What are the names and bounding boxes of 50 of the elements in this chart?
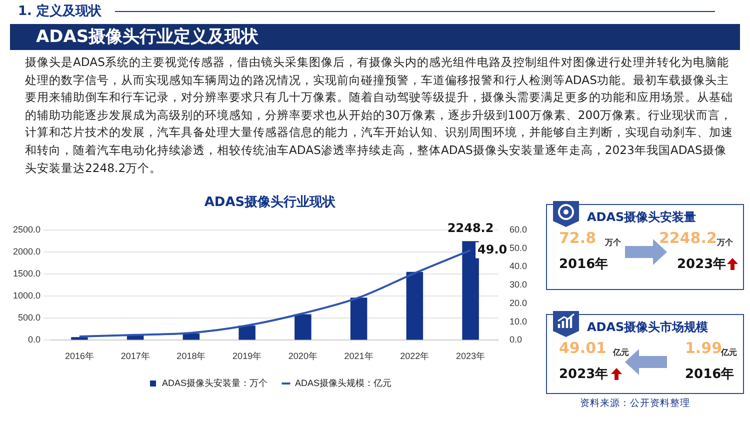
text: 万个 — [605, 237, 621, 248]
bar — [238, 326, 256, 340]
y2-tick-label: 0.0 — [509, 334, 522, 345]
y-tick-label: 2500.0 — [12, 224, 41, 234]
y2-tick-label: 20.0 — [509, 298, 528, 308]
text: ADAS摄像头安装量 — [586, 209, 698, 226]
x-tick-label: 2017年 — [120, 351, 150, 362]
bar — [406, 272, 424, 340]
data-label: 49.0 — [478, 242, 508, 256]
text: 摄像头是ADAS系统的主要视觉传感器，借由镜头采集图像后，有摄像头内的感光组件电路及控制组件对图像进行处理并转化为电脑能处理的数字信号，从而实现感知车辆周边的路况情况，实现前向碰撞预警，车道偏移报警和行人检测等ADAS功能。最初车载摄像头主要用来辅助倒车和行车记录，对分辨率要求只有几十万像素。随着自动驾驶等级提升，摄像头需要满足更多的功能和应用场景。从基础的辅助功能逐步发展成为高级别的环境感知，分辨率要求也从开始的30万像素，逐步升级到100万像素、200万像素。行业现状而言，计算和芯片技术的发展，汽车具备处理大量传感器信息的能力，汽车开始认知、识别周围环境，并能够自主判断，实现自动刹车、加速和转向，随着汽车电动化持续渗透，相较传统油车ADAS渗透率持续走高，整体ADAS摄像头安装量逐年走高，2023年我国ADAS摄像头安装量达2248.2万个。 — [25, 54, 734, 177]
text: 亿元 — [721, 348, 737, 358]
bar — [462, 241, 479, 340]
text: 49.01 — [559, 339, 606, 357]
x-tick-label: 2018年 — [176, 351, 206, 362]
text: 亿元 — [613, 347, 629, 358]
text: 资料来源：公开资料整理 — [580, 397, 690, 410]
text: 1. 定义及现状 — [18, 2, 102, 20]
data-label: 2248.2 — [447, 221, 494, 236]
x-tick-label: 2019年 — [232, 351, 262, 362]
x-tick-label: 2023年 — [456, 351, 486, 362]
text: 1.99 — [685, 339, 722, 357]
legend-label: ADAS摄像头规模：亿元 — [295, 378, 392, 388]
text: 2023年 — [559, 366, 608, 383]
y-tick-label: 1000.0 — [12, 290, 41, 301]
line-series — [78, 249, 472, 338]
chart-title: ADAS摄像头行业现状 — [203, 194, 337, 211]
text: 2248.2 — [659, 229, 717, 247]
text: ADAS摄像头行业定义及现状 — [10, 24, 740, 50]
text: ADAS摄像头市场规模 — [586, 319, 710, 336]
x-tick-label: 2020年 — [288, 351, 318, 362]
x-tick-label: 2022年 — [400, 351, 430, 362]
y2-tick-label: 30.0 — [509, 280, 528, 290]
y2-tick-label: 60.0 — [509, 224, 528, 234]
text: 2016年 — [685, 366, 734, 383]
x-tick-label: 2016年 — [64, 351, 94, 362]
y2-tick-label: 40.0 — [509, 261, 528, 272]
legend-label: ADAS摄像头安装量：万个 — [162, 378, 268, 388]
y-tick-label: 2000.0 — [12, 246, 41, 257]
y2-tick-label: 10.0 — [509, 316, 528, 326]
text: 万个 — [717, 237, 733, 248]
text: 2023年 — [677, 256, 726, 273]
x-tick-label: 2021年 — [344, 351, 374, 362]
y-tick-label: 1500.0 — [12, 268, 41, 279]
y2-tick-label: 50.0 — [509, 242, 528, 253]
y-tick-label: 0.0 — [28, 334, 41, 345]
bar — [294, 314, 312, 340]
text: 72.8 — [559, 229, 596, 247]
text: 2016年 — [559, 256, 608, 273]
bar — [350, 298, 368, 340]
y-tick-label: 500.0 — [18, 312, 41, 323]
